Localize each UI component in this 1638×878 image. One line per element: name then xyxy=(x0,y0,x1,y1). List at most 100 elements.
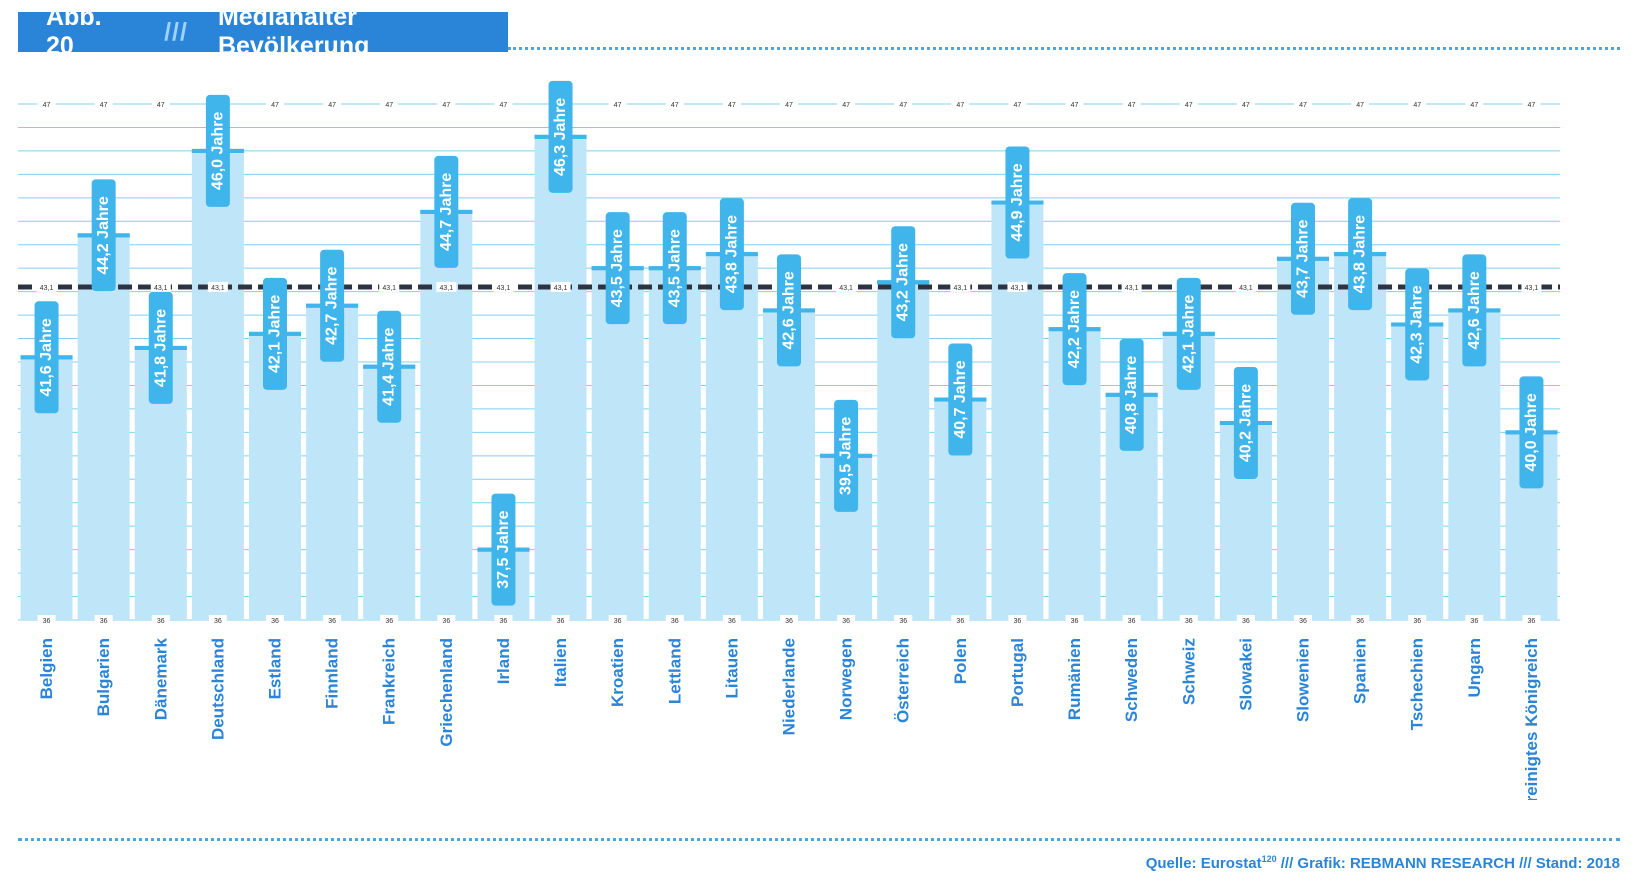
ytick-bottom-label: 36 xyxy=(956,618,964,625)
ytick-top-label: 47 xyxy=(1356,102,1364,109)
ytick-bottom-label-bg xyxy=(608,615,627,625)
ytick-top-label-bg xyxy=(1065,99,1084,109)
ytick-top-label-bg xyxy=(1008,99,1027,109)
ytick-bottom-label: 36 xyxy=(614,618,622,625)
category-label: Litauen xyxy=(722,638,741,698)
category-label: Lettland xyxy=(665,638,684,704)
ytick-top-label-bg xyxy=(1522,99,1541,109)
ytick-bottom-label: 36 xyxy=(1185,618,1193,625)
bar xyxy=(534,136,587,620)
ytick-bottom-label-bg xyxy=(1122,615,1141,625)
value-label: 39,5 Jahre xyxy=(838,417,855,495)
ytick-top-label: 47 xyxy=(842,102,850,109)
ytick-top-label: 47 xyxy=(956,102,964,109)
ytick-top-label-bg xyxy=(1179,99,1198,109)
value-label: 43,5 Jahre xyxy=(609,229,626,307)
category-label: Dänemark xyxy=(151,637,170,720)
value-label-marker xyxy=(991,200,1044,205)
value-label: 42,3 Jahre xyxy=(1409,285,1426,363)
ytick-bottom-label-bg xyxy=(37,615,56,625)
footer-dotted-rule xyxy=(18,838,1620,841)
ytick-top-label-bg xyxy=(1408,99,1427,109)
bar xyxy=(1277,258,1329,620)
reference-label-bg xyxy=(379,281,400,292)
ytick-bottom-label-bg xyxy=(94,615,113,625)
figure-header: Abb. 20 /// Medianalter Bevölkerung xyxy=(18,3,508,60)
category-label: Finnland xyxy=(323,638,342,709)
value-label-marker xyxy=(1334,252,1387,257)
ytick-bottom-label-bg xyxy=(380,615,399,625)
value-label-marker xyxy=(820,453,873,458)
category-label: Irland xyxy=(494,638,513,684)
value-label-marker xyxy=(705,252,758,257)
ytick-bottom-label: 36 xyxy=(1299,618,1307,625)
ytick-bottom-label: 36 xyxy=(671,618,679,625)
bar xyxy=(1334,254,1387,621)
ytick-top-label-bg xyxy=(37,99,56,109)
ytick-top-label: 47 xyxy=(442,102,450,109)
reference-label: 43,1 xyxy=(554,285,568,292)
ytick-bottom-label-bg xyxy=(1065,615,1084,625)
value-label: 40,0 Jahre xyxy=(1523,393,1540,471)
category-label: Griechenland xyxy=(437,638,456,747)
bar xyxy=(877,282,930,620)
reference-label: 43,1 xyxy=(211,285,225,292)
value-label: 40,8 Jahre xyxy=(1123,356,1140,434)
ytick-bottom-label-bg xyxy=(494,615,513,625)
value-label: 43,7 Jahre xyxy=(1295,220,1312,298)
reference-label: 43,1 xyxy=(1011,285,1025,292)
value-label-marker xyxy=(591,266,644,271)
value-label: 42,1 Jahre xyxy=(1180,295,1197,373)
ytick-top-label: 47 xyxy=(1242,102,1250,109)
ytick-bottom-label-bg xyxy=(1465,615,1484,625)
ytick-bottom-label-bg xyxy=(208,615,227,625)
ytick-top-label-bg xyxy=(494,99,513,109)
ytick-bottom-label: 36 xyxy=(1014,618,1022,625)
ytick-top-label: 47 xyxy=(785,102,793,109)
category-label: Norwegen xyxy=(837,638,856,720)
ytick-top-label-bg xyxy=(94,99,113,109)
category-label: Bulgarien xyxy=(94,638,113,716)
ytick-bottom-label-bg xyxy=(780,615,798,625)
ytick-top-label: 47 xyxy=(500,102,508,109)
ytick-bottom-label: 36 xyxy=(1128,618,1136,625)
ytick-bottom-label: 36 xyxy=(1242,618,1250,625)
value-label-marker xyxy=(534,134,587,139)
bar xyxy=(648,268,701,620)
value-label-marker xyxy=(1391,322,1444,327)
ytick-top-label-bg xyxy=(894,99,913,109)
ytick-bottom-label: 36 xyxy=(1470,618,1478,625)
bar xyxy=(591,268,644,620)
reference-label-bg xyxy=(436,281,457,292)
value-label: 46,3 Jahre xyxy=(552,98,569,176)
value-label: 40,2 Jahre xyxy=(1237,384,1254,462)
ytick-bottom-label-bg xyxy=(1179,615,1198,625)
value-label: 41,8 Jahre xyxy=(152,309,169,387)
reference-label: 43,1 xyxy=(40,285,54,292)
ytick-bottom-label: 36 xyxy=(1071,618,1079,625)
reference-label: 43,1 xyxy=(954,285,968,292)
ytick-bottom-label-bg xyxy=(722,615,741,625)
value-label: 43,8 Jahre xyxy=(723,215,740,293)
ytick-bottom-label: 36 xyxy=(899,618,907,625)
header-separator: /// xyxy=(164,17,188,46)
ytick-bottom-label: 36 xyxy=(728,618,736,625)
value-label: 43,2 Jahre xyxy=(895,243,912,321)
reference-label: 43,1 xyxy=(1125,285,1139,292)
value-label-marker xyxy=(191,148,244,153)
footer-source-suffix: /// Grafik: REBMANN RESEARCH /// Stand: … xyxy=(1276,855,1620,872)
ytick-top-label-bg xyxy=(380,99,399,109)
ytick-top-label: 47 xyxy=(1185,102,1193,109)
ytick-bottom-label-bg xyxy=(1522,615,1541,625)
ytick-top-label: 47 xyxy=(728,102,736,109)
category-label: Schweden xyxy=(1122,638,1141,722)
ytick-top-label: 47 xyxy=(1071,102,1079,109)
category-label: Estland xyxy=(266,638,285,699)
ytick-top-label: 47 xyxy=(385,102,393,109)
category-label: Kroatien xyxy=(608,638,627,707)
value-label-marker xyxy=(934,397,987,402)
ytick-bottom-label-bg xyxy=(665,615,684,625)
reference-label-bg xyxy=(150,281,171,292)
category-label: Rumänien xyxy=(1065,638,1084,720)
ytick-top-label-bg xyxy=(837,99,856,109)
